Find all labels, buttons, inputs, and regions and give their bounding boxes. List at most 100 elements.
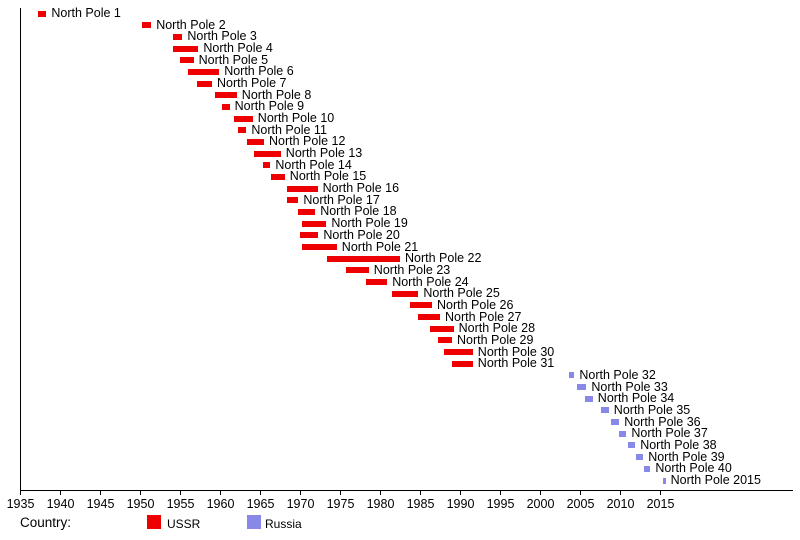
legend-label-russia: Russia — [265, 517, 302, 531]
station-label: North Pole 13 — [285, 146, 363, 161]
station-label: North Pole 12 — [269, 134, 346, 149]
legend-swatch-russia — [247, 515, 261, 529]
station-bar — [172, 45, 199, 52]
station-bar — [263, 162, 271, 169]
station-bar — [271, 173, 285, 180]
station-label: North Pole 27 — [445, 309, 522, 324]
station-bar — [628, 442, 636, 449]
station-label: North Pole 20 — [323, 227, 400, 242]
station-label: North Pole 10 — [257, 111, 335, 126]
x-tick — [420, 490, 421, 495]
x-tick — [60, 490, 61, 495]
station-bar — [636, 454, 644, 461]
x-tick — [300, 490, 301, 495]
station-bar — [576, 384, 587, 391]
x-tick-label: 2005 — [566, 497, 595, 511]
station-bar — [584, 395, 593, 402]
x-tick-label: 1985 — [406, 497, 435, 511]
x-tick-label: 1970 — [286, 497, 315, 511]
station-label: North Pole 2 — [156, 17, 226, 32]
legend: Country: USSR Russia — [0, 511, 800, 537]
station-bar — [238, 127, 247, 134]
station-label: North Pole 30 — [477, 344, 555, 359]
station-bar — [366, 279, 388, 286]
legend-label-ussr: USSR — [167, 517, 201, 531]
station-bar — [172, 33, 183, 40]
station-label: North Pole 26 — [437, 297, 514, 312]
station-label: North Pole 38 — [640, 437, 717, 452]
x-tick — [20, 490, 21, 495]
x-tick — [620, 490, 621, 495]
station-label: North Pole 35 — [613, 402, 691, 417]
station-bar — [298, 208, 316, 215]
station-bar — [300, 232, 319, 239]
station-label: North Pole 6 — [224, 64, 294, 79]
station-bar — [247, 138, 264, 145]
station-bar — [619, 430, 627, 437]
station-bar — [611, 419, 620, 426]
station-bar — [141, 22, 152, 29]
y-axis-line — [20, 8, 21, 491]
station-label: North Pole 31 — [477, 356, 555, 371]
x-tick-label: 1975 — [326, 497, 355, 511]
x-tick — [580, 490, 581, 495]
station-label: North Pole 37 — [631, 426, 708, 441]
station-bar — [287, 185, 318, 192]
station-label: North Pole 5 — [198, 52, 269, 67]
station-label: North Pole 11 — [251, 122, 327, 137]
x-tick-label: 1960 — [206, 497, 235, 511]
x-tick — [340, 490, 341, 495]
station-bar — [196, 80, 212, 87]
station-bar — [409, 302, 432, 309]
station-label: North Pole 34 — [597, 391, 675, 406]
station-bar — [346, 267, 369, 274]
x-tick-label: 1995 — [486, 497, 515, 511]
station-bar — [233, 115, 253, 122]
station-bar — [222, 103, 230, 110]
station-label: North Pole 17 — [303, 192, 380, 207]
station-label: North Pole 14 — [275, 157, 352, 172]
legend-swatch-ussr — [147, 515, 161, 529]
station-bar — [444, 349, 473, 356]
station-bar — [301, 244, 337, 250]
x-tick-label: 1940 — [46, 497, 75, 511]
x-tick-label: 1980 — [366, 497, 395, 511]
x-tick-label: 2015 — [646, 497, 675, 511]
station-label: North Pole 32 — [579, 367, 656, 382]
station-bar — [38, 10, 47, 17]
station-bar — [392, 290, 419, 297]
station-label: North Pole 36 — [624, 414, 701, 429]
station-label: North Pole 1 — [51, 6, 121, 20]
station-label: North Pole 16 — [322, 181, 400, 196]
station-bar — [438, 337, 452, 344]
x-tick — [180, 490, 181, 495]
x-tick — [540, 490, 541, 495]
station-label: North Pole 24 — [392, 274, 469, 289]
station-label: North Pole 39 — [648, 449, 725, 464]
station-bar — [644, 465, 651, 472]
station-bar — [188, 68, 220, 75]
x-tick — [500, 490, 501, 495]
station-label: North Pole 23 — [373, 262, 451, 277]
x-tick-label: 1990 — [446, 497, 475, 511]
station-bar — [287, 197, 299, 204]
x-tick — [220, 490, 221, 495]
x-tick-label: 1935 — [6, 497, 35, 511]
station-label: North Pole 18 — [320, 204, 397, 219]
station-bar — [327, 255, 400, 262]
station-label: North Pole 22 — [405, 251, 482, 266]
station-bar — [568, 372, 575, 379]
x-tick — [380, 490, 381, 495]
station-bar — [180, 57, 194, 64]
station-label: North Pole 40 — [655, 461, 732, 476]
x-tick — [460, 490, 461, 495]
station-bar — [452, 360, 473, 367]
station-label: North Pole 21 — [341, 239, 419, 254]
station-bar — [430, 325, 454, 332]
station-label: North Pole 19 — [331, 216, 408, 231]
station-label: North Pole 15 — [289, 169, 367, 184]
x-tick-label: 1965 — [246, 497, 275, 511]
station-label: North Pole 25 — [423, 286, 500, 301]
x-tick — [260, 490, 261, 495]
